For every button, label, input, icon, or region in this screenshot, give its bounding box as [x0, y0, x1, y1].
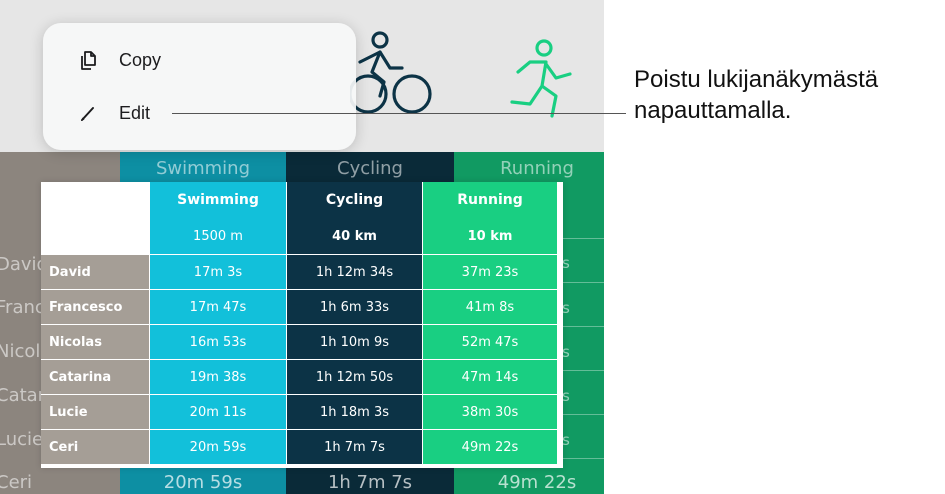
bg-ghost-text: s: [562, 387, 570, 405]
bg-grid-line: [563, 414, 604, 415]
context-menu: Copy Edit: [43, 23, 356, 150]
run-time[interactable]: 52m 47s: [423, 325, 557, 359]
pencil-icon: [81, 107, 94, 121]
header-cycling[interactable]: Cycling: [287, 182, 422, 218]
copy-label: Copy: [119, 49, 162, 70]
row-name[interactable]: David: [41, 255, 149, 289]
bg-grid-line: [563, 326, 604, 327]
running-icon: [510, 39, 572, 118]
row-name[interactable]: Lucie: [41, 395, 149, 429]
copy-menu-item[interactable]: Copy: [43, 37, 356, 83]
bg-name: Catar: [0, 385, 46, 406]
swim-time[interactable]: 20m 59s: [150, 430, 286, 464]
run-time[interactable]: 37m 23s: [423, 255, 557, 289]
callout-line: [172, 113, 626, 114]
swim-time[interactable]: 16m 53s: [150, 325, 286, 359]
swim-time[interactable]: 19m 38s: [150, 360, 286, 394]
row-name[interactable]: Catarina: [41, 360, 149, 394]
bg-grid-line: [563, 282, 604, 283]
bg-ghost-text: s: [562, 431, 570, 449]
copy-icon: [81, 51, 96, 70]
bg-header-swim: Swimming: [155, 158, 251, 179]
callout-text: Poistu lukijanäkymästä napauttamalla.: [634, 64, 944, 126]
bg-name: Lucie: [0, 429, 44, 450]
distance-running[interactable]: 10 km: [423, 218, 557, 254]
cycle-time[interactable]: 1h 18m 3s: [287, 395, 422, 429]
bg-footer-swim: 20m 59s: [163, 472, 243, 493]
bg-footer-run: 49m 22s: [497, 472, 577, 493]
row-name[interactable]: Francesco: [41, 290, 149, 324]
header-swimming[interactable]: Swimming: [150, 182, 286, 218]
edit-label: Edit: [119, 102, 151, 123]
bg-ghost-text: s: [562, 343, 570, 361]
cycle-time[interactable]: 1h 10m 9s: [287, 325, 422, 359]
corner-cell: [41, 182, 149, 254]
distance-swimming[interactable]: 1500 m: [150, 218, 286, 254]
cycle-time[interactable]: 1h 6m 33s: [287, 290, 422, 324]
edit-menu-item[interactable]: Edit: [43, 90, 356, 136]
cycle-time[interactable]: 1h 12m 50s: [287, 360, 422, 394]
bg-ghost-text: s: [562, 254, 570, 272]
callout-line-1: Poistu lukijanäkymästä: [634, 66, 879, 93]
swim-time[interactable]: 17m 3s: [150, 255, 286, 289]
bg-header-run: Running: [500, 158, 574, 179]
bg-name: Nicola: [0, 341, 52, 362]
run-time[interactable]: 47m 14s: [423, 360, 557, 394]
callout-line-2: napauttamalla.: [634, 97, 792, 124]
bg-footer-cycle: 1h 7m 7s: [327, 472, 413, 493]
run-time[interactable]: 41m 8s: [423, 290, 557, 324]
cycle-time[interactable]: 1h 12m 34s: [287, 255, 422, 289]
bg-name: David: [0, 254, 48, 275]
cycle-time[interactable]: 1h 7m 7s: [287, 430, 422, 464]
bg-header-cycle: Cycling: [337, 158, 403, 179]
bg-ghost-text: s: [562, 299, 570, 317]
distance-cycling[interactable]: 40 km: [287, 218, 422, 254]
cycling-icon: [350, 31, 432, 114]
header-running[interactable]: Running: [423, 182, 557, 218]
bg-grid-line: [563, 238, 604, 239]
run-time[interactable]: 49m 22s: [423, 430, 557, 464]
bg-name: Ceri: [0, 472, 33, 493]
bg-name: Franc: [0, 297, 45, 318]
swim-time[interactable]: 17m 47s: [150, 290, 286, 324]
results-table[interactable]: Swimming Cycling Running 1500 m 40 km 10…: [41, 182, 563, 468]
ipad-screen: Swimming Cycling Running David Franc Nic…: [0, 0, 604, 494]
run-time[interactable]: 38m 30s: [423, 395, 557, 429]
row-name[interactable]: Ceri: [41, 430, 149, 464]
bg-grid-line: [563, 458, 604, 459]
row-name[interactable]: Nicolas: [41, 325, 149, 359]
bg-grid-line: [563, 370, 604, 371]
swim-time[interactable]: 20m 11s: [150, 395, 286, 429]
